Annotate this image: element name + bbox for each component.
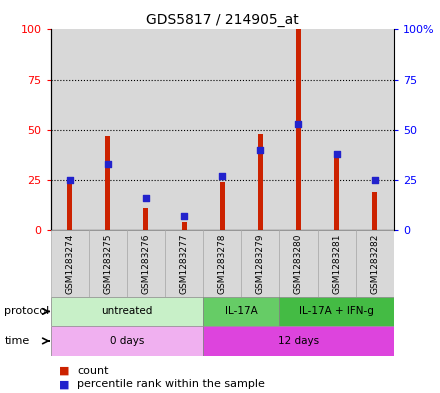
Bar xyxy=(279,29,318,230)
Text: ■: ■ xyxy=(59,379,70,389)
Text: GSM1283278: GSM1283278 xyxy=(218,233,227,294)
Bar xyxy=(203,297,279,326)
Point xyxy=(333,151,340,157)
Point xyxy=(143,195,150,201)
Point xyxy=(371,176,378,183)
Bar xyxy=(165,230,203,297)
Text: GSM1283280: GSM1283280 xyxy=(294,233,303,294)
Bar xyxy=(279,297,394,326)
Point xyxy=(219,173,226,179)
Text: untreated: untreated xyxy=(101,307,153,316)
Bar xyxy=(203,230,241,297)
Bar xyxy=(279,230,318,297)
Text: GSM1283281: GSM1283281 xyxy=(332,233,341,294)
Text: GSM1283276: GSM1283276 xyxy=(141,233,150,294)
Text: count: count xyxy=(77,365,109,376)
Bar xyxy=(51,297,203,326)
Point xyxy=(180,213,187,219)
Bar xyxy=(182,222,187,230)
Text: GSM1283282: GSM1283282 xyxy=(370,233,379,294)
Bar xyxy=(356,29,394,230)
Bar xyxy=(356,230,394,297)
Title: GDS5817 / 214905_at: GDS5817 / 214905_at xyxy=(146,13,299,27)
Text: percentile rank within the sample: percentile rank within the sample xyxy=(77,379,265,389)
Bar xyxy=(334,152,339,230)
Bar xyxy=(165,29,203,230)
Bar xyxy=(203,29,241,230)
Bar xyxy=(143,208,148,230)
Text: GSM1283277: GSM1283277 xyxy=(180,233,189,294)
Text: GSM1283275: GSM1283275 xyxy=(103,233,112,294)
Bar xyxy=(318,29,356,230)
Text: GSM1283279: GSM1283279 xyxy=(256,233,265,294)
Text: 12 days: 12 days xyxy=(278,336,319,346)
Bar xyxy=(241,29,279,230)
Bar xyxy=(318,230,356,297)
Text: IL-17A: IL-17A xyxy=(225,307,258,316)
Point xyxy=(66,176,73,183)
Point xyxy=(257,147,264,153)
Bar xyxy=(51,230,89,297)
Bar xyxy=(127,230,165,297)
Text: IL-17A + IFN-g: IL-17A + IFN-g xyxy=(299,307,374,316)
Bar xyxy=(296,29,301,230)
Bar xyxy=(51,29,89,230)
Bar xyxy=(203,326,394,356)
Point xyxy=(295,121,302,127)
Text: ■: ■ xyxy=(59,365,70,376)
Text: protocol: protocol xyxy=(4,307,50,316)
Bar xyxy=(89,29,127,230)
Bar xyxy=(127,29,165,230)
Bar xyxy=(241,230,279,297)
Point xyxy=(104,161,111,167)
Bar xyxy=(51,326,203,356)
Bar xyxy=(67,180,72,230)
Bar xyxy=(105,136,110,230)
Bar xyxy=(220,182,225,230)
Bar xyxy=(89,230,127,297)
Text: GSM1283274: GSM1283274 xyxy=(65,233,74,294)
Bar xyxy=(372,192,377,230)
Text: 0 days: 0 days xyxy=(110,336,144,346)
Bar xyxy=(258,134,263,230)
Text: time: time xyxy=(4,336,29,346)
